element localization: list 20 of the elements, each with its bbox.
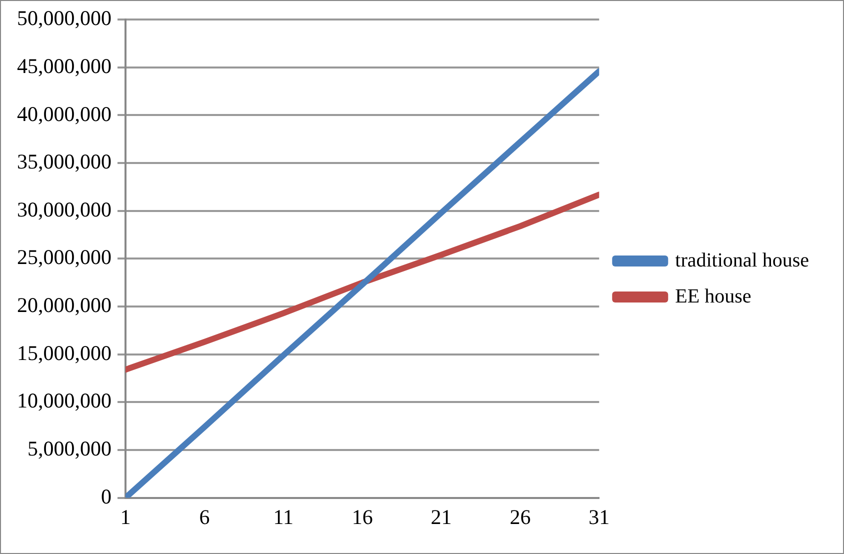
x-tick-label: 6: [199, 504, 210, 529]
legend-label: traditional house: [675, 249, 810, 272]
y-tick-label: 25,000,000: [17, 245, 112, 270]
y-tick-label: 45,000,000: [17, 54, 112, 78]
x-tick-label: 26: [510, 504, 531, 529]
x-tick-label: 21: [430, 504, 452, 529]
y-tick-label: 30,000,000: [17, 197, 112, 222]
y-tick-label: 0: [101, 484, 112, 508]
y-tick-label: 50,000,000: [17, 6, 112, 30]
x-tick-label: 31: [588, 504, 610, 529]
legend-label: EE house: [675, 285, 752, 308]
x-tick-label: 11: [273, 504, 294, 529]
x-tick-label: 1: [120, 504, 131, 529]
x-tick-label: 16: [352, 504, 373, 529]
y-tick-label: 10,000,000: [17, 388, 112, 413]
y-tick-label: 15,000,000: [17, 340, 112, 365]
y-tick-label: 35,000,000: [17, 150, 112, 174]
y-tick-label: 40,000,000: [17, 102, 112, 126]
y-tick-label: 20,000,000: [17, 293, 112, 318]
y-tick-label: 5,000,000: [28, 436, 112, 460]
